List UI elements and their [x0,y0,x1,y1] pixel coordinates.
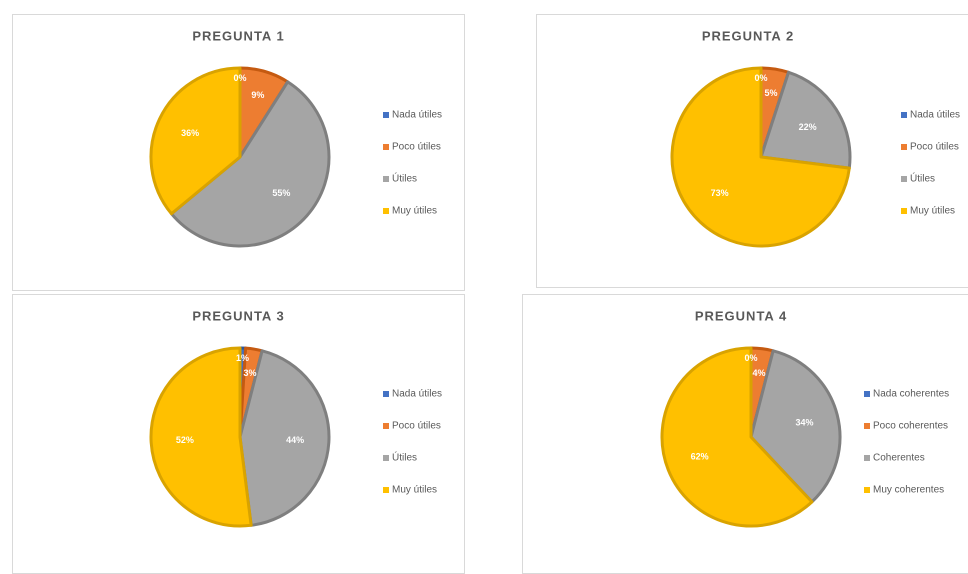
data-label: 0% [744,353,757,363]
data-label: 44% [286,435,304,445]
chart-title: PREGUNTA 3 [192,308,284,323]
legend-label: Útiles [392,172,417,185]
legend-label: Muy útiles [392,206,437,217]
chart-panel: PREGUNTA 3 1% 3% 44% 52% Nada útiles Poco útil… [12,294,465,574]
legend-label: Muy coherentes [873,485,944,496]
legend-swatch [383,176,389,182]
pie-chart: PREGUNTA 4 0% 4% 34% 62% Nada coherentes Poco … [660,308,949,528]
legend-label: Nada coherentes [873,389,949,400]
legend-label: Poco útiles [392,421,441,432]
data-label: 5% [765,88,778,98]
legend-swatch [864,423,870,429]
legend-swatch [383,487,389,493]
pie-slice [238,349,331,527]
data-label: 36% [181,128,199,138]
pie-slice [749,349,842,504]
page: {"chart_data": [ {"type": "pie", "title"… [12,14,968,574]
legend-label: Poco coherentes [873,421,948,432]
data-label: 52% [176,435,194,445]
legend-label: Poco útiles [392,142,441,153]
legend-label: Muy útiles [910,206,955,217]
legend-swatch [383,144,389,150]
pie-slice [759,70,852,170]
legend-swatch [901,208,907,214]
legend-swatch [864,487,870,493]
chart-panel: PREGUNTA 4 0% 4% 34% 62% Nada coherentes Poco … [522,294,968,574]
legend-swatch [901,112,907,118]
legend-label: Poco útiles [910,142,959,153]
legend-label: Coherentes [873,453,925,464]
chart-title: PREGUNTA 1 [192,28,284,43]
legend-swatch [901,176,907,182]
legend-label: Útiles [910,172,935,185]
data-label: 9% [251,90,264,100]
data-label: 3% [244,368,257,378]
data-label: 34% [795,418,813,428]
legend-swatch [864,455,870,461]
legend-label: Nada útiles [392,389,442,400]
data-label: 1% [236,353,249,363]
pie-chart: PREGUNTA 2 0% 5% 22% 73% Nada útiles Poco útil… [670,28,960,248]
chart-title: PREGUNTA 2 [702,28,794,43]
legend-swatch [383,208,389,214]
chart-panel: PREGUNTA 1 0% 9% 55% 36% Nada útiles Poco útil… [12,14,465,291]
legend-label: Muy útiles [392,485,437,496]
pie-chart: PREGUNTA 3 1% 3% 44% 52% Nada útiles Poco útil… [149,308,442,528]
pie-slice [169,80,331,248]
data-label: 22% [799,122,817,132]
pie-slice [660,346,814,528]
legend-swatch [383,423,389,429]
legend-swatch [383,391,389,397]
data-label: 0% [233,73,246,83]
legend-swatch [383,112,389,118]
legend-swatch [383,455,389,461]
data-label: 0% [754,73,767,83]
pie-slice [149,346,253,528]
legend-label: Útiles [392,451,417,464]
pie-slice [670,66,851,248]
pie-slice [149,66,242,216]
data-label: 4% [753,368,766,378]
legend-swatch [901,144,907,150]
chart-title: PREGUNTA 4 [695,308,787,323]
pie-chart: PREGUNTA 1 0% 9% 55% 36% Nada útiles Poco útil… [149,28,442,248]
data-label: 73% [711,188,729,198]
legend-label: Nada útiles [910,110,960,121]
data-label: 55% [272,188,290,198]
legend-label: Nada útiles [392,110,442,121]
legend-swatch [864,391,870,397]
chart-panel: PREGUNTA 2 0% 5% 22% 73% Nada útiles Poco útil… [536,14,968,288]
data-label: 62% [691,452,709,462]
